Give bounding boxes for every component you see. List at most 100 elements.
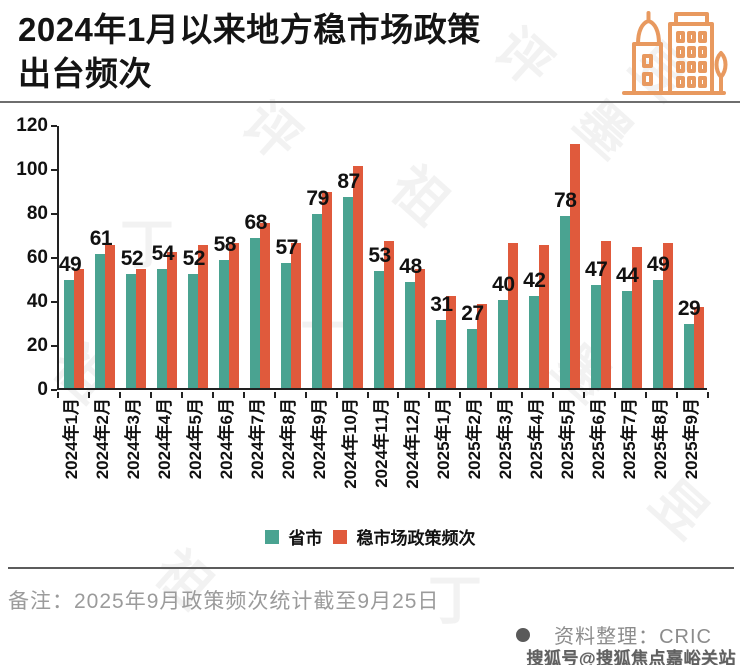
y-tick-mark	[51, 301, 57, 303]
x-category-label: 2024年2月	[93, 398, 113, 480]
x-category-label: 2025年1月	[433, 398, 453, 480]
policy-frequency-bar	[136, 269, 147, 388]
provinces-bar	[126, 273, 137, 388]
bar-value-label: 54	[151, 242, 175, 266]
bar-group: 49	[647, 126, 678, 388]
bar-value-label: 42	[523, 268, 546, 292]
y-tick-mark	[51, 213, 57, 215]
buildings-icon	[622, 11, 728, 95]
policy-frequency-bar	[74, 269, 85, 388]
x-tick-mark	[428, 392, 431, 398]
bar-group: 44	[616, 126, 647, 388]
x-tick-mark	[149, 392, 152, 398]
page-title-line2: 出台频次	[18, 54, 152, 92]
x-tick-mark	[583, 392, 586, 398]
x-category-label: 2025年4月	[526, 398, 546, 480]
x-tick-mark	[366, 392, 369, 398]
legend-swatch-policy-frequency	[332, 529, 347, 544]
provinces-bar	[652, 280, 663, 388]
provinces-bar	[312, 214, 323, 388]
y-tick-label: 40	[26, 291, 48, 312]
provinces-bar	[466, 328, 477, 388]
bar-group: 52	[183, 126, 214, 388]
policy-frequency-bar	[445, 295, 456, 388]
x-category-label: 2025年8月	[650, 398, 670, 480]
x-tick-mark	[459, 392, 462, 398]
policy-frequency-bar	[322, 192, 333, 388]
provinces-bar	[281, 262, 292, 388]
x-category-label: 2024年9月	[310, 398, 330, 480]
x-tick-mark	[242, 392, 245, 398]
bar-value-label: 68	[244, 211, 268, 235]
bar-value-label: 27	[461, 301, 484, 325]
x-tick-mark	[273, 392, 276, 398]
page-title: 2024年1月以来地方稳市场政策 出台频次	[18, 8, 618, 96]
bar-group: 29	[678, 126, 709, 388]
provinces-bar	[404, 282, 415, 388]
x-category-label: 2024年5月	[186, 398, 206, 480]
bar-group: 40	[492, 126, 523, 388]
page-title-line1: 2024年1月以来地方稳市场政策	[18, 11, 481, 48]
x-tick-mark	[57, 392, 59, 398]
x-category-label: 2024年3月	[124, 398, 144, 480]
bar-value-label: 29	[677, 297, 701, 321]
policy-frequency-bar	[414, 269, 425, 388]
plot-area: 49 61 52 54 52 58 68 57 79 87 53 48 31 27 40 42 78 47 44 49…	[57, 126, 707, 390]
x-category-label: 2025年3月	[495, 398, 515, 480]
x-category-label: 2025年5月	[557, 398, 577, 480]
provinces-bar	[219, 260, 230, 388]
bar-group: 27	[461, 126, 492, 388]
bar-value-label: 52	[182, 246, 206, 270]
provinces-bar	[157, 269, 168, 388]
bar-group: 87	[337, 126, 369, 388]
x-tick-mark	[87, 392, 90, 398]
bar-group: 48	[399, 126, 430, 388]
x-tick-mark	[521, 392, 524, 398]
provinces-bar	[683, 324, 694, 388]
x-category-label: 2025年2月	[464, 398, 484, 480]
y-tick-label: 20	[26, 335, 48, 356]
provinces-bar	[188, 273, 199, 388]
bar-group: 52	[121, 126, 152, 388]
policy-frequency-bar	[229, 242, 240, 388]
policy-frequency-bar	[383, 240, 394, 388]
bullet-icon	[516, 627, 531, 642]
provinces-bar	[435, 319, 446, 388]
bar-value-label: 48	[399, 255, 422, 279]
sohu-watermark: 搜狐号@搜狐焦点嘉峪关站	[526, 649, 736, 665]
x-category-label: 2025年7月	[619, 398, 639, 480]
bar-value-label: 79	[306, 187, 329, 211]
x-tick-mark	[335, 392, 338, 398]
x-category-label: 2024年6月	[217, 398, 237, 480]
x-category-label: 2024年12月	[402, 398, 422, 489]
bar-value-label: 31	[430, 292, 453, 316]
y-tick-mark	[51, 125, 57, 127]
y-tick-mark	[51, 345, 57, 347]
y-tick-label: 80	[26, 203, 48, 224]
provinces-bar	[373, 271, 384, 388]
policy-frequency-bar	[507, 242, 518, 388]
x-tick-mark	[397, 392, 400, 398]
x-tick-mark	[676, 392, 679, 398]
source-credit: 资料整理：CRIC	[554, 626, 712, 648]
bar-value-label: 53	[368, 244, 391, 268]
legend-swatch-provinces	[264, 529, 279, 544]
provinces-bar	[621, 291, 632, 388]
bar-group: 68	[245, 126, 276, 388]
policy-frequency-bar	[569, 143, 580, 388]
policy-frequency-bar	[291, 242, 302, 388]
policy-frequency-bar	[600, 240, 611, 388]
provinces-bar	[590, 284, 601, 388]
bar-value-label: 40	[492, 273, 515, 296]
policy-frequency-bar	[167, 251, 178, 388]
policy-frequency-bar	[260, 223, 271, 388]
footnote: 备注：2025年9月政策频次统计截至9月25日	[8, 590, 440, 613]
footer-divider	[8, 567, 734, 569]
x-tick-mark	[180, 392, 183, 398]
policy-frequency-bar	[105, 245, 116, 388]
bar-group: 54	[152, 126, 183, 388]
provinces-bar	[250, 238, 261, 388]
bar-value-label: 49	[58, 253, 82, 277]
policy-frequency-bar	[631, 247, 642, 388]
bar-group: 58	[214, 126, 245, 388]
